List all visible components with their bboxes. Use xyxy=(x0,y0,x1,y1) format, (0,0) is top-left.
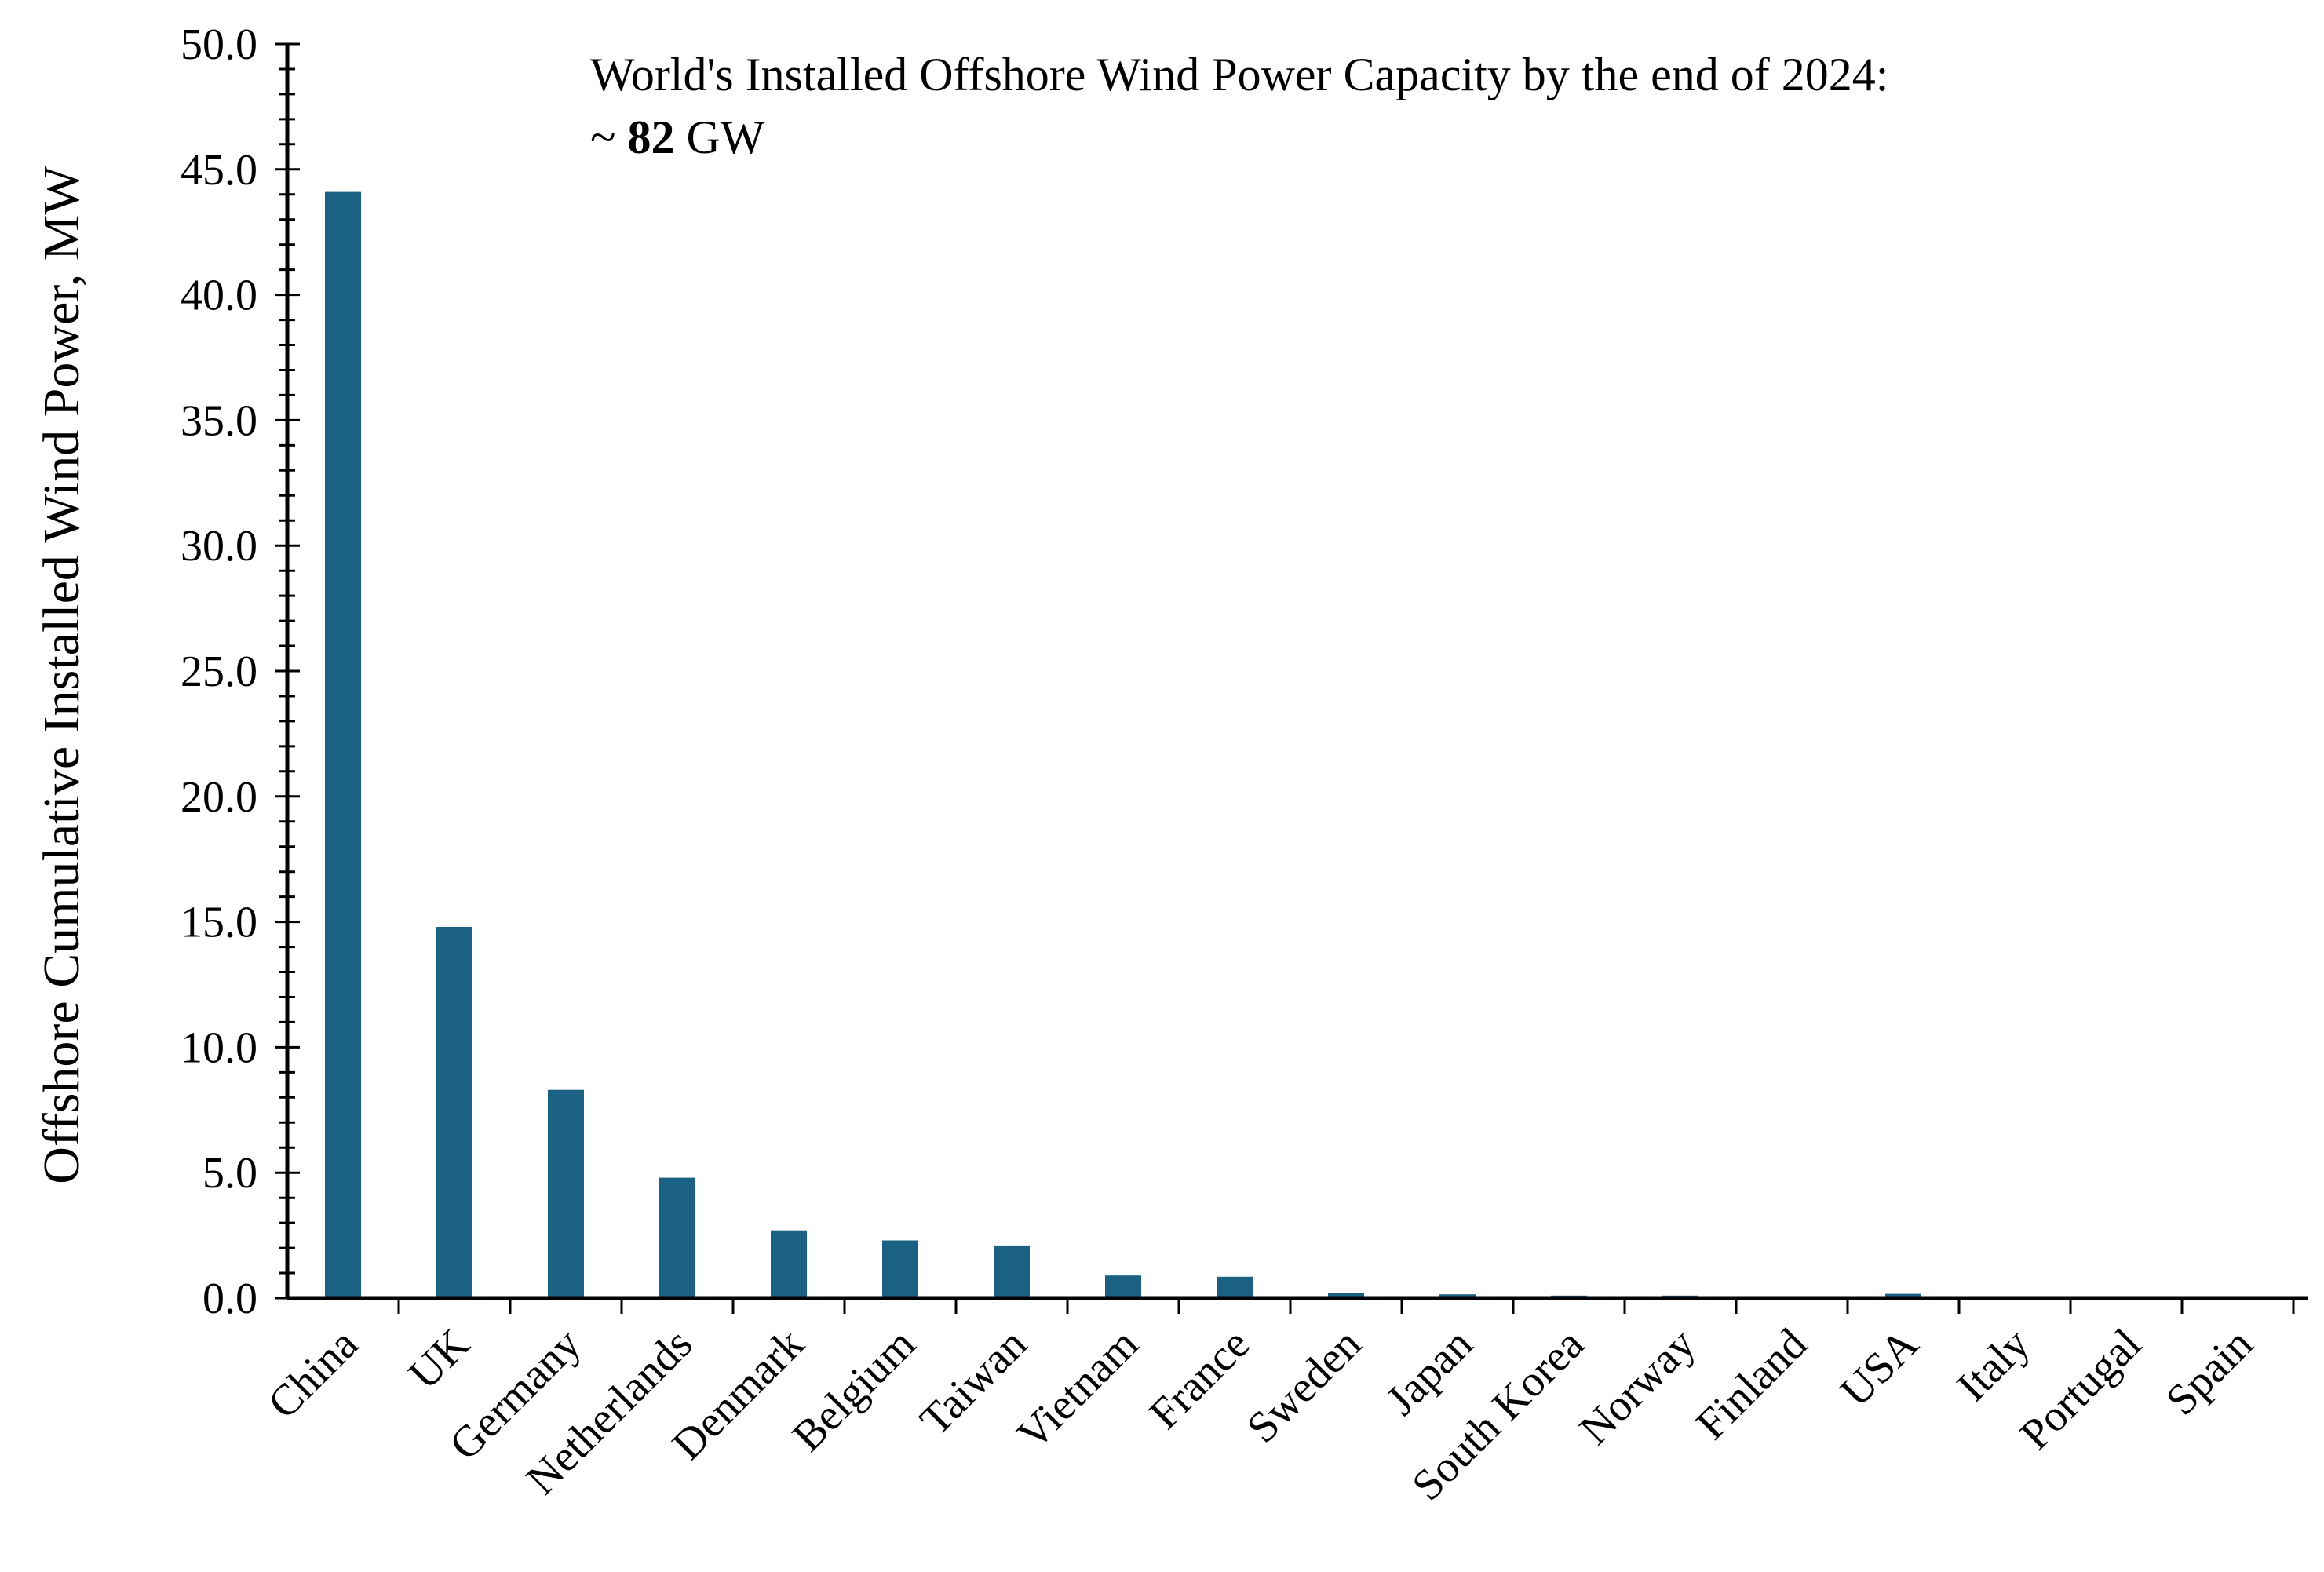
bar-belgium xyxy=(882,1240,918,1298)
y-tick-label: 20.0 xyxy=(181,773,257,822)
y-tick-label: 0.0 xyxy=(202,1275,257,1323)
bar-vietnam xyxy=(1105,1275,1141,1298)
y-tick-label: 25.0 xyxy=(181,647,257,696)
x-tick-label-portugal: Portugal xyxy=(2011,1319,2151,1459)
x-tick-label-italy: Italy xyxy=(1948,1319,2039,1410)
y-tick-label: 40.0 xyxy=(181,272,257,320)
y-tick-label: 45.0 xyxy=(181,146,257,195)
y-tick-label: 30.0 xyxy=(181,522,257,571)
annotation-prefix: ~ xyxy=(590,111,627,163)
y-axis: 0.0 5.0 10.0 15.0 20.0 25.0 30.0 35.0 40.0 45.0 50… xyxy=(181,20,300,1323)
bar-germany xyxy=(548,1089,584,1298)
y-tick-label: 15.0 xyxy=(181,899,257,947)
bar-netherlands xyxy=(659,1177,695,1298)
bar-china xyxy=(325,191,361,1299)
x-tick-label-uk: UK xyxy=(399,1319,479,1399)
x-tick-label-norway: Norway xyxy=(1571,1319,1705,1453)
bar-uk xyxy=(436,927,472,1298)
x-axis: China UKGermanyNetherlandsDenmarkBelgiumT… xyxy=(259,1296,2308,1510)
annotation-line-1: World's Installed Offshore Wind Power Ca… xyxy=(590,49,1888,100)
y-axis-title: Offshore Cumulative Installed Wind Power… xyxy=(33,166,90,1184)
bar-denmark xyxy=(771,1230,807,1298)
x-tick-label-usa: USA xyxy=(1831,1319,1928,1416)
y-tick-label: 35.0 xyxy=(181,396,257,445)
x-tick-label-china: China xyxy=(259,1319,368,1428)
y-tick-label: 5.0 xyxy=(202,1149,257,1198)
annotation-line-2: ~ 82 GW xyxy=(590,111,765,163)
x-tick-label-sweden: Sweden xyxy=(1238,1319,1370,1452)
capacity-annotation: World's Installed Offshore Wind Power Ca… xyxy=(590,49,1888,163)
annotation-total-value: 82 xyxy=(627,111,674,163)
bar-sweden xyxy=(1328,1293,1364,1298)
x-tick-label-belgium: Belgium xyxy=(783,1319,925,1461)
x-tick-label-spain: Spain xyxy=(2157,1319,2262,1424)
bar-usa xyxy=(1885,1293,1921,1298)
y-tick-label: 50.0 xyxy=(181,20,257,69)
bars xyxy=(325,191,2144,1299)
annotation-unit: GW xyxy=(674,111,764,163)
x-tick-label-vietnam: Vietnam xyxy=(1008,1319,1147,1459)
y-tick-label: 10.0 xyxy=(181,1023,257,1072)
x-tick-label-japan: Japan xyxy=(1377,1319,1482,1424)
bar-taiwan xyxy=(994,1245,1030,1298)
x-tick-label-finland: Finland xyxy=(1687,1319,1816,1449)
bar-france xyxy=(1217,1276,1253,1298)
y-axis-title-group: Offshore Cumulative Installed Wind Power… xyxy=(33,166,90,1184)
